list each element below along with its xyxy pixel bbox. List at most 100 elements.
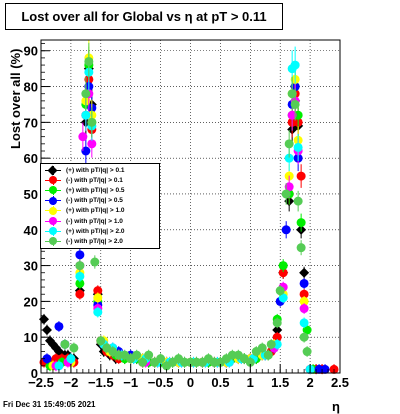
data-point [75,289,85,299]
data-point [69,343,79,353]
data-point [290,99,300,109]
data-point [257,343,267,353]
x-tick-label: −2.5 [28,375,54,390]
data-point [156,354,166,364]
legend-item: (+) with pT/|q| > 0.5 [41,185,159,195]
data-point [144,350,154,360]
data-point [272,318,282,328]
data-point [299,318,309,328]
legend-label: (-) with pT/|q| > 0.5 [66,197,123,205]
x-tick-label: −2 [63,375,78,390]
data-point [302,325,312,335]
data-point [299,296,309,306]
data-point [96,336,106,346]
data-point [296,218,306,228]
data-point [93,293,103,303]
legend-label: (+) with pT/|q| > 1.0 [66,207,125,215]
data-point [54,361,64,371]
data-point [299,278,309,288]
data-point [266,339,276,349]
data-point [293,196,303,206]
y-tick-label: 0 [31,366,38,381]
data-point [272,332,282,342]
x-tick-label: −1 [123,375,138,390]
legend-item: (+) with pT/|q| > 1.0 [41,206,159,216]
data-point [287,89,297,99]
legend-item: (-) with pT/|q| > 0.1 [41,175,159,185]
legend-label: (+) with pT/|q| > 0.5 [66,186,125,194]
y-tick-label: 50 [24,187,38,202]
data-point [66,354,76,364]
y-tick-label: 20 [24,294,38,309]
data-point [42,354,52,364]
data-point [245,357,255,367]
x-axis-label: η [332,399,340,414]
y-tick-label: 10 [24,330,38,345]
data-point [75,250,85,260]
legend-item: (-) with pT/|q| > 2.0 [41,236,159,246]
legend-label: (-) with pT/|q| > 2.0 [66,237,123,245]
data-point [275,286,285,296]
data-point [84,56,94,66]
legend-label: (+) with pT/|q| > 0.1 [66,166,125,174]
chart-title: Lost over all for Global vs η at pT > 0.… [5,3,283,30]
y-tick-label: 30 [24,259,38,274]
x-tick-label: −0.5 [148,375,174,390]
data-point [278,261,288,271]
data-point [93,307,103,317]
legend-marker [45,185,61,195]
legend-label: (+) with pT/|q| > 2.0 [66,227,125,235]
data-point [281,189,291,199]
x-tick-label: 0 [187,375,194,390]
data-point [81,89,91,99]
data-point [284,153,294,163]
data-point [302,347,312,357]
y-tick-label: 70 [24,115,38,130]
data-point [90,257,100,267]
x-tick-label: 0.5 [211,375,229,390]
data-point [132,350,142,360]
x-tick-label: 2 [306,375,313,390]
data-point [75,278,85,288]
legend-item: (+) with pT/|q| > 2.0 [41,226,159,236]
legend-item: (-) with pT/|q| > 0.5 [41,196,159,206]
data-point [281,225,291,235]
data-point [263,350,273,360]
data-point [78,132,88,142]
data-point [287,110,297,120]
data-point [320,364,330,374]
data-point [41,325,52,336]
y-tick-label: 40 [24,223,38,238]
axis-ticks [40,43,341,374]
x-tick-label: −1.5 [88,375,114,390]
timestamp: Fri Dec 31 15:49:05 2021 [3,400,96,409]
y-tick-label: 80 [24,80,38,95]
data-point [87,117,97,127]
legend-label: (-) with pT/|q| > 1.0 [66,217,123,225]
data-point [60,339,70,349]
data-point [296,243,306,253]
data-point [299,289,309,299]
legend-label: (-) with pT/|q| > 0.1 [66,176,123,184]
data-point [81,110,91,120]
data-point [54,321,64,331]
y-tick-label: 60 [24,151,38,166]
legend-item: (+) with pT/|q| > 0.1 [41,165,159,176]
legend-marker [45,226,61,236]
data-point [278,293,288,303]
data-point [75,261,85,271]
data-point [81,146,91,156]
legend-marker [45,165,61,176]
legend: (+) with pT/|q| > 0.1 (-) with pT/|q| > 0… [40,163,160,249]
legend-marker [45,196,61,206]
legend-marker [45,216,61,226]
x-tick-label: 1.5 [271,375,289,390]
x-tick-label: 1 [247,375,254,390]
data-point [93,286,103,296]
data-points [38,40,339,375]
legend-marker [45,236,61,246]
data-point [87,139,97,149]
y-tick-label: 90 [24,44,38,59]
data-point [299,304,309,314]
